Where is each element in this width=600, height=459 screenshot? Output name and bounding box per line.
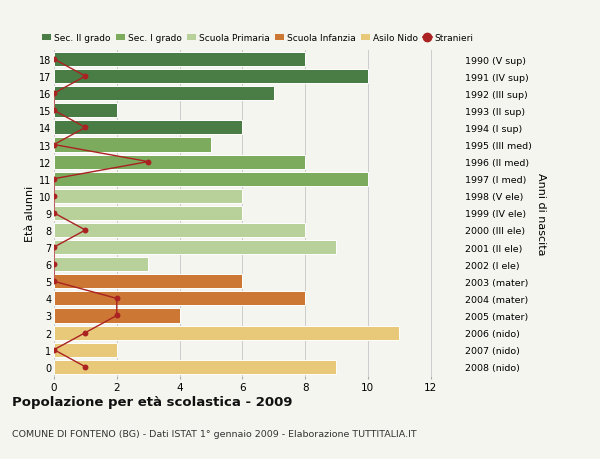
- Point: [49, 193, 59, 200]
- Bar: [54, 104, 117, 118]
- Bar: [54, 309, 179, 323]
- Point: [49, 278, 59, 285]
- Point: [49, 90, 59, 98]
- Point: [143, 158, 153, 166]
- Point: [49, 210, 59, 217]
- Point: [112, 295, 122, 302]
- Point: [80, 124, 90, 132]
- Bar: [54, 190, 242, 203]
- Bar: [54, 53, 305, 67]
- Point: [80, 227, 90, 234]
- Bar: [54, 292, 305, 306]
- Point: [49, 141, 59, 149]
- Bar: [54, 360, 337, 374]
- Bar: [54, 274, 242, 289]
- Point: [80, 329, 90, 336]
- Legend: Sec. II grado, Sec. I grado, Scuola Primaria, Scuola Infanzia, Asilo Nido, Stran: Sec. II grado, Sec. I grado, Scuola Prim…: [43, 34, 473, 43]
- Bar: [54, 121, 242, 135]
- Point: [49, 261, 59, 269]
- Bar: [54, 207, 242, 220]
- Bar: [54, 172, 368, 186]
- Bar: [54, 241, 337, 255]
- Point: [112, 312, 122, 319]
- Bar: [54, 343, 117, 357]
- Point: [49, 346, 59, 353]
- Bar: [54, 138, 211, 152]
- Point: [49, 176, 59, 183]
- Point: [80, 364, 90, 371]
- Point: [49, 56, 59, 63]
- Point: [49, 107, 59, 115]
- Text: COMUNE DI FONTENO (BG) - Dati ISTAT 1° gennaio 2009 - Elaborazione TUTTITALIA.IT: COMUNE DI FONTENO (BG) - Dati ISTAT 1° g…: [12, 429, 416, 438]
- Point: [49, 244, 59, 251]
- Bar: [54, 155, 305, 169]
- Bar: [54, 70, 368, 84]
- Bar: [54, 326, 399, 340]
- Text: Popolazione per età scolastica - 2009: Popolazione per età scolastica - 2009: [12, 395, 293, 408]
- Bar: [54, 224, 305, 237]
- Point: [80, 73, 90, 81]
- Bar: [54, 257, 148, 272]
- Y-axis label: Anni di nascita: Anni di nascita: [536, 172, 545, 255]
- Bar: [54, 87, 274, 101]
- Y-axis label: Età alunni: Età alunni: [25, 185, 35, 241]
